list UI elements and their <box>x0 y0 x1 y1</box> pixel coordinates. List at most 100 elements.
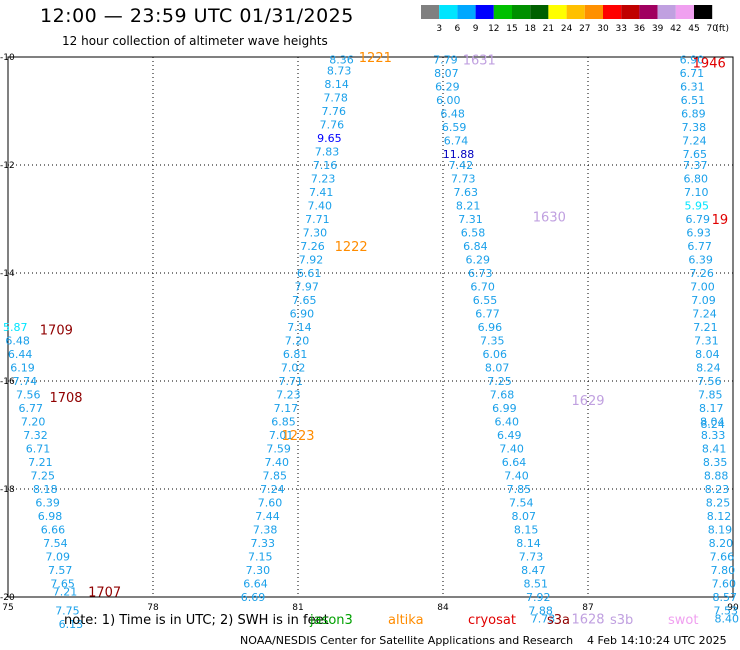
wave-height-label: 7.85 <box>263 470 288 483</box>
wave-height-label: 6.51 <box>681 94 706 107</box>
wave-height-label: 6.55 <box>473 294 498 307</box>
colorbar-level: 12 <box>488 24 499 34</box>
y-tick-label: -16 <box>0 377 15 387</box>
x-tick-label: 75 <box>2 603 13 613</box>
wave-height-label: 6.61 <box>297 267 322 280</box>
wave-height-label: 8.20 <box>709 537 734 550</box>
wave-height-label: 6.98 <box>38 510 63 523</box>
wave-height-label: 7.23 <box>311 173 336 186</box>
wave-height-label: 8.24 <box>696 362 721 375</box>
footnote: note: 1) Time is in UTC; 2) SWH is in fe… <box>64 613 329 628</box>
wave-height-label: 7.31 <box>458 213 483 226</box>
wave-height-label: 6.06 <box>482 348 507 361</box>
colorbar-level: 30 <box>597 24 609 34</box>
wave-height-label: 6.70 <box>470 281 495 294</box>
wave-height-label: 6.96 <box>478 321 503 334</box>
wave-height-label: 5.95 <box>685 200 710 213</box>
wave-height-label: 7.76 <box>320 119 345 132</box>
wave-height-label: 7.83 <box>315 146 340 159</box>
wave-height-label: 6.39 <box>35 497 60 510</box>
colorbar-level: 9 <box>473 24 479 34</box>
y-tick-label: -14 <box>0 269 15 279</box>
wave-height-label: 6.80 <box>684 173 709 186</box>
wave-height-label: 6.93 <box>686 227 711 240</box>
wave-height-label: 7.59 <box>266 443 291 456</box>
wave-height-label: 7.32 <box>23 429 48 442</box>
wave-height-label: 8.36 <box>329 54 354 67</box>
wave-height-label: 7.40 <box>308 200 333 213</box>
wave-height-label: 7.60 <box>258 497 283 510</box>
colorbar-swatch <box>475 5 494 19</box>
wave-height-label: 5.87 <box>3 321 28 334</box>
wave-height-label: 7.10 <box>684 186 709 199</box>
pass-time-label: 1221 <box>359 51 392 66</box>
wave-height-label: 8.35 <box>703 456 728 469</box>
wave-height-label: 6.40 <box>495 416 520 429</box>
plot-frame <box>7 56 734 598</box>
wave-height-label: 7.65 <box>292 294 317 307</box>
satellite-legend-cryosat: cryosat <box>468 613 516 628</box>
wave-height-label: 7.92 <box>526 591 551 604</box>
satellite-legend-altika: altika <box>388 613 424 628</box>
wave-height-label: 7.15 <box>248 551 273 564</box>
pass-time-label: 1630 <box>533 210 566 225</box>
wave-height-label: 7.26 <box>689 267 714 280</box>
wave-height-label: 7.71 <box>305 213 330 226</box>
satellite-legend-s3a: s3a <box>547 613 571 628</box>
wave-height-label: 6.71 <box>680 67 705 80</box>
wave-height-label: 6.48 <box>5 335 30 348</box>
wave-height-label: 9.65 <box>317 132 342 145</box>
wave-height-label: 7.24 <box>260 483 285 496</box>
wave-height-label: 6.81 <box>283 348 308 361</box>
wave-height-label: 7.76 <box>322 105 347 118</box>
chart-title: 12:00 — 23:59 UTC 01/31/2025 <box>40 5 354 27</box>
wave-height-label: 7.57 <box>48 564 73 577</box>
wave-height-label: 7.54 <box>509 497 534 510</box>
chart-subtitle: 12 hour collection of altimeter wave hei… <box>62 34 328 48</box>
wave-height-label: 6.90 <box>290 308 315 321</box>
wave-height-label: 6.58 <box>461 227 486 240</box>
colorbar-level: 39 <box>652 24 664 34</box>
wave-height-label: 8.12 <box>707 510 732 523</box>
wave-height-label: 7.25 <box>487 375 512 388</box>
wave-height-label: 7.31 <box>694 335 719 348</box>
wave-height-label: 6.00 <box>436 94 461 107</box>
wave-height-label: 8.33 <box>701 429 726 442</box>
wave-height-label: 7.17 <box>274 402 299 415</box>
colorbar-swatch <box>694 5 713 19</box>
wave-height-label: 6.69 <box>241 591 266 604</box>
colorbar-swatch <box>512 5 531 19</box>
wave-height-label: 6.44 <box>8 348 33 361</box>
wave-height-label: 8.07 <box>485 362 510 375</box>
wave-height-label: 8.47 <box>521 564 546 577</box>
colorbar-unit: (ft) <box>715 24 729 34</box>
wave-height-label: 7.25 <box>31 470 56 483</box>
colorbar-swatch <box>675 5 694 19</box>
wave-height-label: 7.38 <box>682 121 707 134</box>
wave-height-label: 7.74 <box>13 375 38 388</box>
y-tick-label: -20 <box>0 593 15 603</box>
wave-height-label: 7.02 <box>281 362 306 375</box>
wave-height-label: 6.39 <box>688 254 713 267</box>
wave-height-label: 6.90 <box>680 54 705 67</box>
colorbar-level: 15 <box>506 24 517 34</box>
wave-height-label: 8.18 <box>33 483 58 496</box>
colorbar-swatch <box>493 5 512 19</box>
wave-height-label: 8.15 <box>514 524 539 537</box>
wave-height-label: 6.64 <box>502 456 527 469</box>
wave-height-label: 7.80 <box>711 564 736 577</box>
wave-height-label: 8.07 <box>511 510 536 523</box>
wave-height-label: 7.23 <box>276 389 301 402</box>
generated-timestamp: 4 Feb 14:10:24 UTC 2025 <box>587 634 727 647</box>
pass-time-label: 1223 <box>281 429 314 444</box>
pass-times: 1221 1222 1223 1631 1630 1629 1628 1709 1708 1707… <box>40 51 728 628</box>
wave-height-label: 7.20 <box>21 416 46 429</box>
wave-height-label: 7.79 <box>433 54 458 67</box>
wave-height-label: 7.71 <box>279 375 304 388</box>
wave-height-label: 7.09 <box>691 294 716 307</box>
wave-height-label: 8.14 <box>324 78 349 91</box>
wave-height-label: 7.42 <box>449 159 474 172</box>
wave-height-label: 7.30 <box>303 227 328 240</box>
wave-height-label: 8.51 <box>524 578 549 591</box>
